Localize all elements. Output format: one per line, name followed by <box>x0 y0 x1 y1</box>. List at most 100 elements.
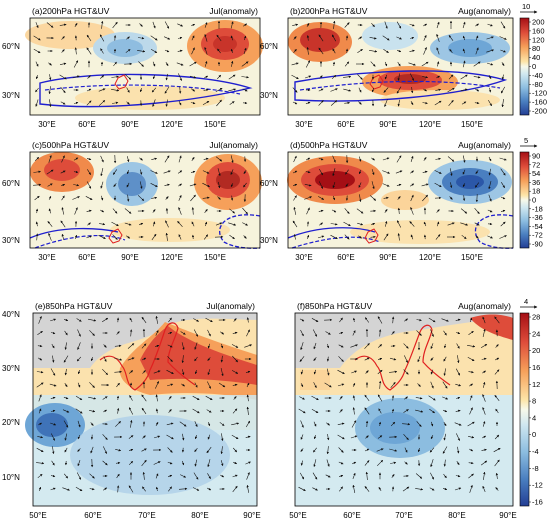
panel-c-lon-tick: 30°E <box>38 253 55 262</box>
wind-vector <box>456 343 460 349</box>
wind-vector <box>111 221 119 227</box>
wind-vector <box>358 235 362 239</box>
wind-vector <box>155 486 159 492</box>
wind-vector <box>421 61 429 67</box>
wind-vector <box>313 459 317 467</box>
wind-vector <box>165 73 168 81</box>
wind-vector <box>482 435 487 439</box>
wind-vector <box>74 22 78 27</box>
wind-vector <box>473 61 481 67</box>
wind-vector <box>112 208 118 214</box>
wind-vector <box>376 448 384 452</box>
wind-vector <box>126 182 130 188</box>
wind-vector <box>467 345 476 348</box>
wind-vector <box>313 382 317 389</box>
wind-vector <box>152 221 156 227</box>
wind-vector <box>124 74 132 80</box>
wind-vector <box>152 21 156 29</box>
wind-vector <box>52 355 55 363</box>
wind-vector <box>150 183 158 187</box>
colorbar-tick-label: 0 <box>532 62 536 71</box>
wind-vector <box>318 196 325 200</box>
wind-vector <box>317 235 325 239</box>
wind-vector <box>377 316 383 324</box>
wind-vector <box>202 196 210 200</box>
panel-a-lon-tick: 120°E <box>161 120 183 129</box>
wind-vector <box>457 355 460 364</box>
wind-vector <box>292 23 299 27</box>
panel-d-title-left: (d)500hPa HGT&UV <box>290 140 368 150</box>
wind-vector <box>100 195 104 201</box>
panel-b-lon-tick: 150°E <box>461 120 483 129</box>
wind-vector <box>204 75 209 79</box>
panel-e-lon-tick: 70°E <box>138 511 155 520</box>
wind-vector <box>319 168 323 176</box>
wind-vector <box>36 370 44 374</box>
panel-e-lat-tick: 20°N <box>2 418 20 427</box>
wind-vector <box>326 343 330 349</box>
wind-vector <box>378 408 382 414</box>
wind-vector <box>246 484 249 493</box>
wind-vector <box>114 357 123 361</box>
wind-vector <box>443 343 447 349</box>
wind-vector <box>350 435 358 439</box>
panel-b-lon-tick: 30°E <box>295 120 312 129</box>
wind-vector <box>396 49 402 53</box>
panel-f-title-left: (f)850hPa HGT&UV <box>297 301 372 311</box>
wind-vector <box>494 459 500 467</box>
wind-vector <box>76 318 82 322</box>
wind-vector <box>417 355 421 363</box>
wind-vector <box>34 195 40 201</box>
panel-a-lon-tick: 60°E <box>78 120 95 129</box>
wind-vector <box>244 344 252 348</box>
wind-vector <box>319 75 323 79</box>
wind-vector <box>455 368 461 376</box>
wind-vector <box>207 369 211 376</box>
wind-vector <box>88 396 97 400</box>
wind-vector <box>86 209 92 213</box>
wind-vector <box>311 408 319 414</box>
wind-vector <box>52 446 55 454</box>
wind-vector <box>77 460 81 467</box>
wind-vector <box>87 222 91 226</box>
wind-vector <box>443 473 447 479</box>
wind-vector <box>98 88 106 92</box>
wind-vector <box>318 181 324 189</box>
wind-vector <box>429 487 435 491</box>
wind-vector <box>378 329 382 337</box>
wind-vector <box>230 155 234 163</box>
wind-vector <box>129 329 133 337</box>
wind-vector <box>50 474 56 478</box>
wind-vector <box>130 420 133 428</box>
wind-vector <box>343 75 352 79</box>
wind-vector <box>344 101 350 105</box>
wind-vector <box>61 49 65 53</box>
wind-vector <box>207 343 211 349</box>
wind-vector <box>153 370 161 374</box>
wind-vector <box>204 208 208 213</box>
panel-e-lat-tick: 40°N <box>2 310 20 319</box>
wind-vector <box>455 474 461 478</box>
wind-vector <box>152 74 156 80</box>
wind-vector <box>38 408 42 414</box>
wind-vector <box>216 34 222 42</box>
wind-vector <box>207 421 211 427</box>
wind-vector <box>204 22 208 28</box>
wind-vector <box>221 433 224 441</box>
wind-vector <box>357 74 363 80</box>
wind-vector <box>168 331 173 335</box>
wind-vector <box>410 86 414 94</box>
wind-vector <box>430 459 434 468</box>
wind-vector <box>178 183 182 187</box>
wind-vector <box>139 88 143 93</box>
wind-vector <box>206 409 212 413</box>
wind-vector <box>436 221 440 227</box>
wind-vector <box>137 50 146 53</box>
wind-vector <box>126 101 130 105</box>
wind-vector <box>77 382 81 388</box>
wind-vector <box>243 35 247 41</box>
wind-vector <box>232 383 238 387</box>
wind-vector <box>207 329 211 337</box>
wind-vector <box>487 209 493 213</box>
wind-vector <box>150 35 158 41</box>
